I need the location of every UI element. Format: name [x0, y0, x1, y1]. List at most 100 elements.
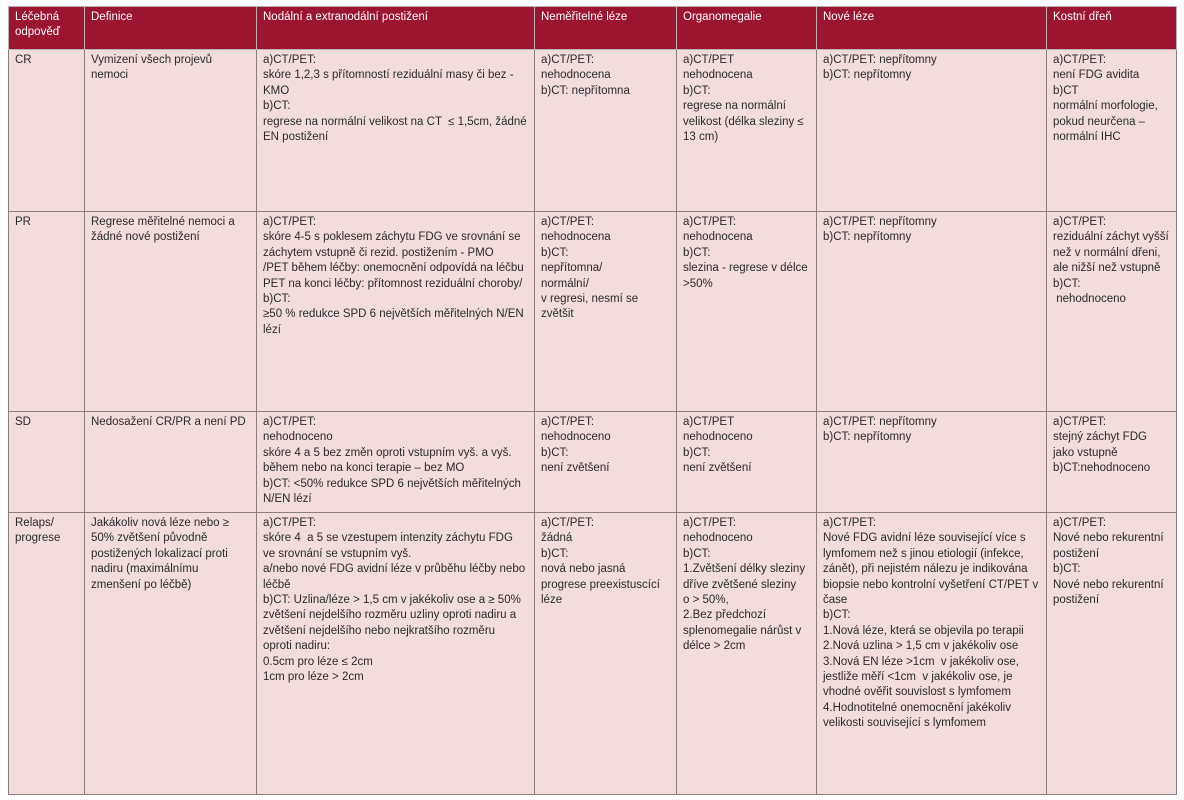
cell-line: skóre 4 a 5 bez změn oproti vstupním vyš… [263, 446, 515, 475]
definition-cell: Nedosažení CR/PR a není PD [84, 411, 257, 513]
cell-line: nehodnoceno [263, 431, 333, 444]
cell-line: a)CT/PET [683, 54, 735, 66]
cell-line: Nové nebo rekurentní postižení [1053, 532, 1167, 560]
new-lesions-cell: a)CT/PET: nepřítomny b)CT: nepřítomny [816, 49, 1047, 212]
cell-line: 2.Nová uzlina > 1,5 cm v jakékoliv ose [823, 640, 1019, 653]
cell-line: b)CT: [541, 446, 569, 459]
table-row: Relaps/ progrese Jakákoliv nová léze neb… [8, 512, 1177, 795]
cell-line: Nové nebo rekurentní postižení [1053, 578, 1167, 607]
cell-line: a)CT/PET: [541, 216, 595, 228]
bone-marrow-cell: a)CT/PET: reziduální záchyt vyšší než v … [1046, 211, 1177, 412]
cell-line: b)CT: nepřítomny [823, 431, 912, 444]
cell-line: reziduální záchyt vyšší než v normální d… [1053, 231, 1172, 275]
new-lesions-cell: a)CT/PET: nepřítomny b)CT: nepřítomny [816, 411, 1047, 513]
cell-line: b)CT: [683, 84, 711, 97]
nodal-cell: a)CT/PET: nehodnoceno skóre 4 a 5 bez zm… [256, 411, 535, 513]
cell-line: b)CT: [1053, 277, 1081, 290]
cell-line: nepřítomna/ [541, 262, 603, 275]
definition-cell: Jakákoliv nová léze nebo ≥ 50% zvětšení … [84, 512, 257, 795]
cell-line: skóre 1,2,3 s přítomností reziduální mas… [263, 69, 517, 97]
cell-line: nehodnocena [541, 69, 611, 82]
cell-line: b)CT: [823, 609, 851, 622]
cell-line: není zvětšení [541, 462, 610, 475]
bone-marrow-cell: a)CT/PET: není FDG avidita b)CT normální… [1046, 49, 1177, 212]
cell-line: b)CT: [683, 446, 711, 459]
cell-line: b)CT: [263, 293, 291, 306]
cell-line: b)CT:nehodnoceno [1053, 462, 1151, 475]
cell-line: a)CT/PET: [1053, 517, 1107, 529]
table-row: PR Regrese měřitelné nemoci a žádné nové… [8, 211, 1177, 412]
bone-marrow-cell: a)CT/PET: stejný záchyt FDG jako vstupně… [1046, 411, 1177, 513]
header-nodal-extranodal: Nodální a extranodální postižení [256, 6, 535, 50]
nodal-cell: a)CT/PET: skóre 1,2,3 s přítomností rezi… [256, 49, 535, 212]
cell-line: a)CT/PET: [263, 416, 317, 428]
cell-line: Nové FDG avidní léze související více s … [823, 532, 1042, 607]
cell-line: b)CT: Uzlina/léze > 1,5 cm v jakékoliv o… [263, 594, 528, 653]
cell-line: a)CT/PET: [541, 54, 595, 66]
definition-cell: Vymizení všech projevů nemoci [84, 49, 257, 212]
definition-cell: Regrese měřitelné nemoci a žádné nové po… [84, 211, 257, 412]
organomegaly-cell: a)CT/PET: nehodnocena b)CT: slezina - re… [676, 211, 817, 412]
cell-line: b)CT: [683, 547, 711, 560]
cell-line: a)CT/PET: [1053, 216, 1107, 228]
response-criteria-table: Léčebná odpověď Definice Nodální a extra… [8, 6, 1177, 795]
cell-line: v regresi, nesmí se zvětšit [541, 293, 642, 321]
cell-line: normální/ [541, 277, 589, 290]
nodal-cell: a)CT/PET: skóre 4-5 s poklesem záchytu F… [256, 211, 535, 412]
cell-line: nová nebo jasná progrese preexistuscící … [541, 563, 664, 607]
cell-line: 1.Zvětšení délky sleziny dříve zvětšené … [683, 563, 806, 607]
cell-line: a)CT/PET: nepřítomny [823, 416, 937, 428]
bone-marrow-cell: a)CT/PET: Nové nebo rekurentní postižení… [1046, 512, 1177, 795]
header-organomegaly: Organomegalie [676, 6, 817, 50]
cell-line: b)CT: [541, 547, 569, 560]
cell-line: a)CT/PET: [683, 216, 737, 228]
cell-line: skóre 4 a 5 se vzestupem intenzity záchy… [263, 532, 513, 560]
response-cell: PR [8, 211, 85, 412]
cell-line: PET na konci léčby: přítomnost reziduáln… [263, 277, 523, 290]
table-row: CR Vymizení všech projevů nemoci a)CT/PE… [8, 49, 1177, 212]
cell-line: b)CT: nepřítomny [823, 69, 912, 82]
cell-line: a)CT/PET: nepřítomny [823, 216, 937, 228]
cell-line: a)CT/PET: [263, 517, 317, 529]
cell-line: nehodnocena [541, 231, 611, 244]
nonmeasurable-cell: a)CT/PET: nehodnoceno b)CT: není zvětšen… [534, 411, 677, 513]
cell-line: 1cm pro léze > 2cm [263, 671, 364, 684]
cell-line: /PET během léčby: onemocnění odpovídá na… [263, 262, 524, 275]
table-row: SD Nedosažení CR/PR a není PD a)CT/PET: … [8, 411, 1177, 513]
cell-line: b)CT: [683, 246, 711, 259]
cell-line: 0.5cm pro léze ≤ 2cm [263, 655, 373, 668]
response-criteria-table-wrapper: Léčebná odpověď Definice Nodální a extra… [8, 6, 1177, 795]
nonmeasurable-cell: a)CT/PET: žádná b)CT: nová nebo jasná pr… [534, 512, 677, 795]
cell-line: regrese na normální velikost na CT ≤ 1,5… [263, 115, 530, 144]
cell-line: 1.Nová léze, která se objevila po terapi… [823, 624, 1024, 637]
cell-line: nehodnoceno [1053, 293, 1126, 306]
cell-line: nehodnoceno [541, 431, 611, 444]
cell-line: b)CT: nepřítomny [823, 231, 912, 244]
header-new-lesions: Nové léze [816, 6, 1047, 50]
response-cell: CR [8, 49, 85, 212]
cell-line: nehodnoceno [683, 532, 753, 545]
organomegaly-cell: a)CT/PET nehodnoceno b)CT: není zvětšení [676, 411, 817, 513]
cell-line: b)CT: [541, 246, 569, 259]
cell-line: a)CT/PET: [263, 54, 317, 66]
nodal-cell: a)CT/PET: skóre 4 a 5 se vzestupem inten… [256, 512, 535, 795]
header-nonmeasurable-lesions: Neměřitelné léze [534, 6, 677, 50]
new-lesions-cell: a)CT/PET: Nové FDG avidní léze souvisejí… [816, 512, 1047, 795]
cell-line: normální morfologie, pokud neurčena – no… [1053, 100, 1162, 144]
cell-line: a)CT/PET: [683, 517, 737, 529]
cell-line: b)CT [1053, 84, 1079, 97]
cell-line: není zvětšení [683, 462, 752, 475]
cell-line: stejný záchyt FDG jako vstupně [1053, 431, 1151, 459]
cell-line: není FDG avidita [1053, 69, 1140, 82]
cell-line: a)CT/PET [683, 416, 735, 428]
cell-line: regrese na normální velikost (délka slez… [683, 100, 807, 144]
cell-line: nehodnocena [683, 69, 753, 82]
cell-line: b)CT: [1053, 563, 1081, 576]
response-cell: SD [8, 411, 85, 513]
cell-line: b)CT: <50% redukce SPD 6 největších měři… [263, 477, 525, 506]
header-row: Léčebná odpověď Definice Nodální a extra… [8, 6, 1177, 50]
response-cell: Relaps/ progrese [8, 512, 85, 795]
organomegaly-cell: a)CT/PET nehodnocena b)CT: regrese na no… [676, 49, 817, 212]
cell-line: nehodnoceno [683, 431, 753, 444]
cell-line: ≥50 % redukce SPD 6 největších měřitelný… [263, 308, 527, 336]
